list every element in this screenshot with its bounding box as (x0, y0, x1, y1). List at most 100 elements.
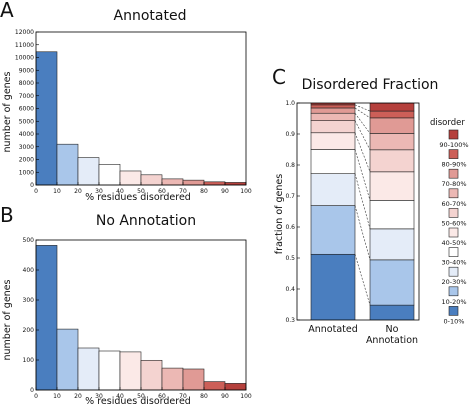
chart-c-title: Disordered Fraction (302, 77, 439, 93)
chart-b-ytick-label: 100 (23, 357, 35, 364)
chart-c-ytick-label: 1.0 (285, 100, 295, 107)
chart-b-bar-0-10 (35, 245, 58, 391)
chart-b-bar-20-30 (77, 347, 100, 391)
chart-a-ytick-label: 0 (30, 182, 34, 189)
chart-a-bar-20-30 (77, 157, 100, 186)
chart-c-connector (354, 132, 371, 172)
chart-c-ytick-label: 0.4 (285, 286, 295, 293)
chart-b-title: No Annotation (96, 213, 196, 229)
chart-c-ytick-label: 0.3 (285, 317, 295, 324)
chart-c-segment-10-20% (310, 205, 356, 255)
chart-b-xtick-label: 100 (240, 393, 252, 400)
chart-c-connector (354, 104, 371, 112)
chart-b-xlabel: % residues disordered (85, 396, 191, 407)
chart-b-xtick-label: 80 (200, 393, 208, 400)
chart-b-xtick-label: 40 (116, 393, 124, 400)
chart-b-ylabel: number of genes (2, 279, 13, 360)
chart-a-title: Annotated (114, 8, 187, 24)
chart-c-segment-20-30% (369, 228, 415, 261)
chart-c-legend-swatch-50-60% (448, 208, 459, 218)
chart-a-ytick-label: 10000 (15, 55, 34, 62)
chart-c-segment-60-70% (310, 112, 356, 121)
chart-c-legend-label: 10-20% (441, 298, 466, 306)
chart-a-bar-10-20 (56, 143, 79, 186)
chart-c-legend-swatch-30-40% (448, 247, 459, 257)
chart-c-segment-0-10% (369, 304, 415, 320)
chart-c-segment-70-80% (310, 107, 356, 114)
chart-c-segment-50-60% (369, 149, 415, 173)
chart-a-bar-70-80 (182, 179, 205, 186)
chart-c: 0.3 0.4 0.5 0.6 0.7 0.8 0.9 1.0 Annotated NoAnnot… (285, 100, 468, 346)
chart-a-xtick-label: 30 (95, 188, 103, 195)
chart-a-ytick-label: 5000 (19, 118, 34, 125)
panel-letter-c: C (272, 65, 286, 89)
chart-c-segment-80-90% (369, 110, 415, 119)
chart-a-bar-60-70 (161, 178, 184, 186)
chart-c-legend-swatch-40-50% (448, 227, 459, 238)
chart-a-ytick-label: 6000 (19, 106, 34, 113)
chart-b: 0 10 20 30 40 50 60 70 80 90 100 0 100 200 300 400 500 (23, 237, 252, 400)
chart-a-bar-30-40 (98, 164, 121, 186)
chart-a-xlabel: % residues disordered (85, 192, 191, 203)
chart-c-legend-swatch-0-10% (448, 306, 459, 316)
chart-c-connector (354, 205, 371, 260)
chart-c-category-label: Annotation (366, 335, 418, 346)
chart-b-xtick-label: 30 (95, 393, 103, 400)
chart-a-xtick-label: 80 (200, 188, 208, 195)
chart-a: 0 10 20 30 40 50 60 70 80 90 100010002000300040005… (15, 29, 252, 195)
chart-b-bar-50-60 (140, 359, 163, 391)
chart-c-legend-label: 90-100% (439, 141, 468, 149)
chart-b-xtick-label: 60 (158, 393, 166, 400)
chart-a-xtick-label: 70 (179, 188, 187, 195)
chart-b-xtick-label: 90 (221, 393, 229, 400)
chart-c-segment-30-40% (369, 200, 415, 230)
chart-a-ytick-label: 11000 (15, 42, 34, 49)
chart-b-ytick-label: 200 (23, 327, 35, 334)
chart-c-frame (296, 102, 420, 321)
chart-c-legend-label: 40-50% (441, 239, 466, 247)
chart-c-segment-90-100% (369, 103, 415, 112)
chart-b-xtick-label: 70 (179, 393, 187, 400)
chart-c-segment-80-90% (310, 104, 356, 109)
chart-c-legend-swatch-90-100% (448, 129, 459, 140)
chart-b-ytick-label: 500 (23, 237, 35, 244)
chart-c-connector (354, 149, 371, 201)
chart-b-ytick-label: 300 (23, 297, 35, 304)
chart-a-xtick-label: 60 (158, 188, 166, 195)
chart-a-xtick-label: 90 (221, 188, 229, 195)
chart-c-ylabel: fraction of genes (274, 174, 285, 254)
chart-c-legend-label: 30-40% (441, 259, 466, 267)
chart-b-bar-60-70 (161, 367, 184, 391)
chart-c-legend-swatch-10-20% (448, 286, 459, 297)
chart-c-ytick-label: 0.8 (285, 162, 295, 169)
chart-c-legend-label: 20-30% (441, 278, 466, 286)
chart-b-bar-70-80 (182, 368, 205, 391)
chart-a-bar-0-10 (35, 51, 58, 186)
chart-b-bar-90-100 (224, 383, 247, 391)
chart-a-bar-80-90 (203, 181, 226, 186)
chart-a-ytick-label: 12000 (15, 29, 34, 36)
chart-b-bar-30-40 (98, 350, 121, 391)
chart-c-legend-title: disorder (430, 118, 465, 128)
chart-a-bar-40-50 (119, 170, 142, 186)
chart-b-xtick-label: 50 (137, 393, 145, 400)
chart-c-ytick-label: 0.6 (285, 224, 295, 231)
chart-a-bar-50-60 (140, 174, 163, 186)
chart-a-xtick-label: 20 (74, 188, 82, 195)
chart-a-ytick-label: 7000 (19, 93, 34, 100)
chart-a-ytick-label: 3000 (19, 144, 34, 151)
chart-c-category-label: No (386, 324, 399, 335)
chart-c-segment-50-60% (310, 120, 356, 134)
chart-b-bar-80-90 (203, 381, 226, 391)
chart-a-xtick-label: 0 (34, 188, 38, 195)
chart-a-ylabel: number of genes (2, 71, 13, 152)
chart-a-xtick-label: 50 (137, 188, 145, 195)
chart-c-legend-swatch-70-80% (448, 168, 459, 179)
chart-a-ytick-label: 8000 (19, 80, 34, 87)
chart-a-xtick-label: 40 (116, 188, 124, 195)
chart-c-segment-20-30% (310, 173, 356, 206)
chart-a-ytick-label: 1000 (19, 169, 34, 176)
chart-c-ytick-label: 0.5 (285, 255, 295, 262)
chart-b-xtick-label: 20 (74, 393, 82, 400)
